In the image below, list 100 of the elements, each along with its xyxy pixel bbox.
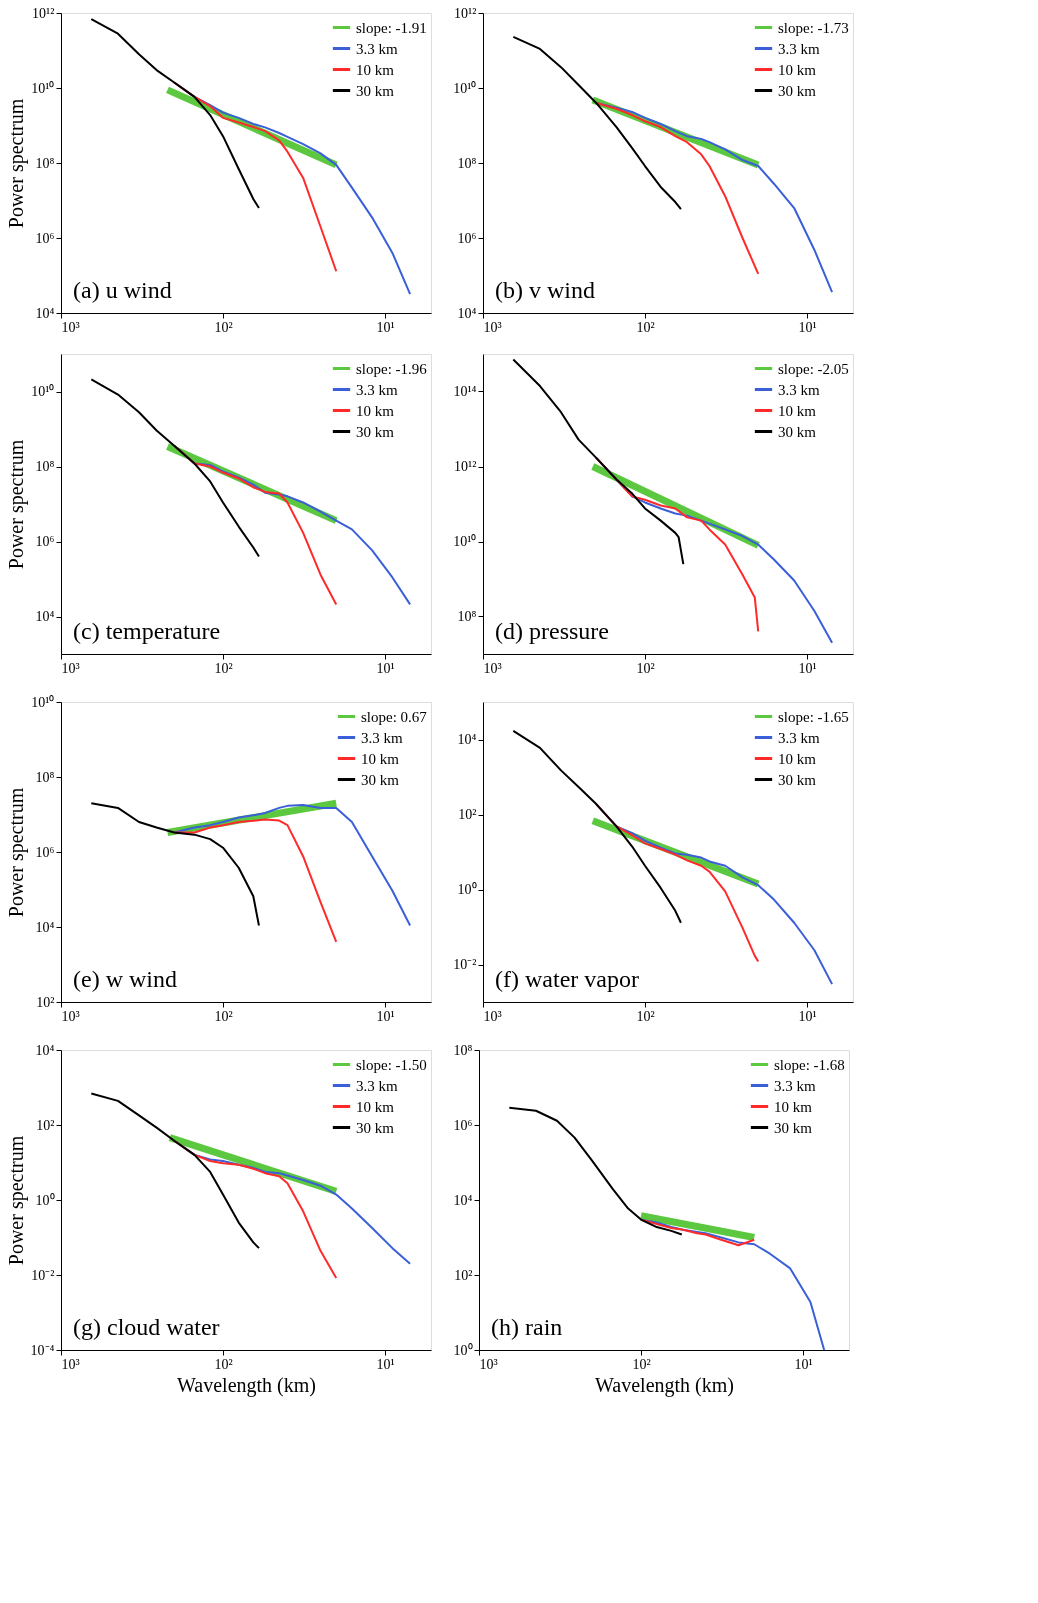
x-tick-label: 10²: [636, 1008, 655, 1024]
y-tick-label: 10¹⁴: [453, 384, 477, 399]
y-tick-label: 10²: [458, 807, 477, 822]
legend-label: 10 km: [778, 750, 817, 767]
y-tick-label: 10¹⁰: [453, 80, 477, 96]
y-tick-label: 10²: [454, 1267, 473, 1283]
x-tick-label: 10²: [214, 1356, 233, 1372]
annotation: (f) water vapor: [495, 966, 639, 992]
legend-label: 10 km: [778, 402, 817, 419]
x-tick-label: 10³: [483, 660, 502, 676]
legend-label: slope: -1.50: [356, 1056, 427, 1073]
legend-label: 30 km: [774, 1119, 813, 1136]
annotation: (c) temperature: [73, 618, 221, 644]
x-tick-label: 10²: [214, 660, 233, 676]
y-tick-label: 10⁶: [457, 230, 477, 246]
legend-label: 10 km: [356, 402, 395, 419]
legend-label: 3.3 km: [778, 40, 820, 57]
x-tick-label: 10³: [483, 1008, 502, 1024]
x-tick-label: 10¹: [376, 660, 395, 676]
legend-label: slope: -1.65: [778, 708, 849, 725]
x-tick-label: 10¹: [798, 660, 817, 676]
legend-label: 30 km: [356, 423, 395, 440]
legend-label: slope: -1.96: [356, 360, 428, 377]
annotation: (h) rain: [491, 1314, 563, 1340]
x-tick-label: 10³: [61, 319, 80, 335]
y-tick-label: 10¹⁰: [453, 534, 477, 549]
y-tick-label: 10⁶: [453, 1117, 473, 1133]
legend-label: 30 km: [778, 423, 817, 440]
y-tick-label: 10⁸: [35, 459, 55, 474]
annotation: (g) cloud water: [73, 1314, 220, 1340]
y-tick-label: 10⁴: [35, 919, 55, 935]
y-tick-label: 10⁻⁴: [30, 1342, 55, 1358]
x-tick-label: 10¹: [794, 1356, 813, 1372]
x-tick-label: 10³: [61, 1008, 80, 1024]
legend-label: 10 km: [774, 1098, 813, 1115]
y-tick-label: 10⁶: [35, 230, 55, 246]
legend-label: 30 km: [356, 82, 395, 99]
y-tick-label: 10⁴: [35, 305, 55, 321]
y-tick-label: 10⁸: [457, 155, 477, 171]
y-tick-label: 10⁴: [457, 305, 477, 321]
y-axis-title: Power spectrum: [5, 787, 29, 918]
y-tick-label: 10¹²: [454, 459, 477, 474]
y-axis-title: Power spectrum: [5, 439, 29, 570]
x-tick-label: 10²: [214, 319, 233, 335]
legend-label: 30 km: [361, 771, 400, 788]
x-tick-label: 10¹: [376, 319, 395, 335]
x-tick-label: 10¹: [798, 319, 817, 335]
legend-label: slope: -1.91: [356, 19, 427, 36]
x-tick-label: 10³: [479, 1356, 498, 1372]
y-tick-label: 10⁸: [457, 609, 477, 624]
x-tick-label: 10²: [636, 660, 655, 676]
y-tick-label: 10⁸: [35, 769, 55, 785]
y-tick-label: 10⁶: [35, 844, 55, 860]
legend-label: 10 km: [361, 750, 400, 767]
x-axis-title: Wavelength (km): [177, 1373, 316, 1397]
y-tick-label: 10⁴: [453, 1192, 473, 1208]
x-tick-label: 10³: [61, 1356, 80, 1372]
y-axis-title: Power spectrum: [5, 98, 29, 229]
legend-label: 3.3 km: [778, 381, 820, 398]
legend-label: 3.3 km: [356, 381, 398, 398]
x-tick-label: 10³: [61, 660, 80, 676]
legend-label: 3.3 km: [778, 729, 820, 746]
y-tick-label: 10¹⁰: [31, 80, 55, 96]
y-tick-label: 10⁰: [35, 1192, 55, 1208]
y-tick-label: 10⁻²: [31, 1267, 55, 1283]
legend-label: 10 km: [356, 61, 395, 78]
y-tick-label: 10⁴: [457, 732, 477, 747]
annotation: (a) u wind: [73, 277, 172, 303]
x-tick-label: 10¹: [376, 1356, 395, 1372]
y-tick-label: 10¹²: [454, 5, 477, 21]
y-tick-label: 10²: [36, 994, 55, 1010]
y-tick-label: 10⁰: [457, 882, 477, 897]
legend-label: 10 km: [778, 61, 817, 78]
x-tick-label: 10¹: [798, 1008, 817, 1024]
legend-label: slope: -2.05: [778, 360, 849, 377]
y-tick-label: 10⁸: [453, 1042, 473, 1058]
y-tick-label: 10⁶: [35, 534, 55, 549]
legend-label: slope: 0.67: [361, 708, 428, 725]
legend-label: 3.3 km: [774, 1077, 816, 1094]
legend-label: 30 km: [778, 771, 817, 788]
y-tick-label: 10⁸: [35, 155, 55, 171]
annotation: (b) v wind: [495, 277, 595, 303]
y-tick-label: 10⁰: [453, 1342, 473, 1358]
x-axis-title: Wavelength (km): [595, 1373, 734, 1397]
y-tick-label: 10¹⁰: [31, 384, 55, 399]
annotation: (e) w wind: [73, 966, 177, 992]
y-tick-label: 10⁴: [35, 1042, 55, 1058]
y-tick-label: 10⁴: [35, 609, 55, 624]
legend-label: 10 km: [356, 1098, 395, 1115]
x-tick-label: 10³: [483, 319, 502, 335]
y-tick-label: 10²: [36, 1117, 55, 1133]
y-tick-label: 10⁻²: [453, 957, 477, 972]
x-tick-label: 10²: [214, 1008, 233, 1024]
x-tick-label: 10²: [636, 319, 655, 335]
y-axis-title: Power spectrum: [4, 1135, 28, 1266]
x-tick-label: 10²: [632, 1356, 651, 1372]
legend-label: 3.3 km: [356, 1077, 398, 1094]
legend-label: 3.3 km: [356, 40, 398, 57]
legend-label: 3.3 km: [361, 729, 403, 746]
legend-label: 30 km: [356, 1119, 395, 1136]
